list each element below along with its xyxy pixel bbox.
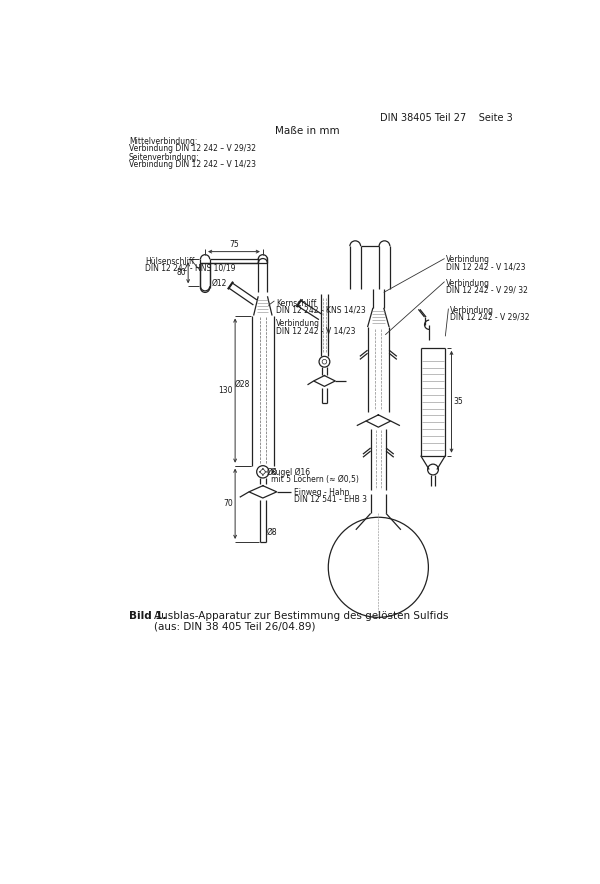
Text: Kernschliff: Kernschliff [276, 299, 316, 308]
Text: DIN 12 242 - HNS 10/19: DIN 12 242 - HNS 10/19 [145, 264, 236, 273]
Text: Kugel Ø16: Kugel Ø16 [271, 468, 310, 477]
Text: Hülsenschliff: Hülsenschliff [145, 257, 194, 266]
Text: 80: 80 [176, 268, 186, 278]
Text: 70: 70 [223, 499, 233, 508]
Text: Verbindung: Verbindung [276, 319, 320, 328]
Circle shape [265, 471, 266, 472]
Text: 35: 35 [454, 397, 464, 407]
Text: Einweg - Hahn: Einweg - Hahn [293, 488, 349, 497]
Text: DIN 12 541 - EHB 3: DIN 12 541 - EHB 3 [293, 495, 367, 504]
Circle shape [262, 475, 263, 476]
Text: DIN 12 242 - V 14/23: DIN 12 242 - V 14/23 [276, 326, 355, 335]
Text: Maße in mm: Maße in mm [275, 126, 340, 136]
Text: DIN 12 242 - V 14/23: DIN 12 242 - V 14/23 [446, 263, 526, 271]
Text: Verbindung DIN 12 242 – V 14/23: Verbindung DIN 12 242 – V 14/23 [129, 160, 256, 169]
Circle shape [259, 471, 260, 472]
Text: Bild 1.: Bild 1. [129, 611, 166, 621]
Text: Ø28: Ø28 [235, 380, 251, 389]
Text: DIN 12 242 - KNS 14/23: DIN 12 242 - KNS 14/23 [276, 306, 365, 315]
Text: (aus: DIN 38 405 Teil 26/04.89): (aus: DIN 38 405 Teil 26/04.89) [154, 621, 315, 631]
Text: Ausblas-Apparatur zur Bestimmung des gelösten Sulfids: Ausblas-Apparatur zur Bestimmung des gel… [154, 611, 448, 621]
Text: Seitenverbindung:: Seitenverbindung: [129, 153, 199, 162]
Text: Verbindung DIN 12 242 – V 29/32: Verbindung DIN 12 242 – V 29/32 [129, 144, 256, 153]
Text: Mittelverbindung:: Mittelverbindung: [129, 137, 197, 146]
Text: 75: 75 [229, 240, 239, 249]
Text: Ø12: Ø12 [211, 278, 227, 287]
Text: Verbindung: Verbindung [450, 306, 494, 315]
Text: Verbindung: Verbindung [446, 278, 490, 287]
Text: Verbindung: Verbindung [446, 255, 490, 264]
Text: DIN 12 242 - V 29/ 32: DIN 12 242 - V 29/ 32 [446, 286, 528, 294]
Text: DIN 12 242 - V 29/32: DIN 12 242 - V 29/32 [450, 312, 529, 322]
Text: DIN 38405 Teil 27    Seite 3: DIN 38405 Teil 27 Seite 3 [380, 113, 513, 123]
Text: mit 5 Löchern (≈ Ø0,5): mit 5 Löchern (≈ Ø0,5) [271, 475, 359, 484]
Text: Ø8: Ø8 [267, 468, 278, 476]
Text: 130: 130 [218, 386, 233, 395]
Text: Ø8: Ø8 [267, 528, 278, 537]
